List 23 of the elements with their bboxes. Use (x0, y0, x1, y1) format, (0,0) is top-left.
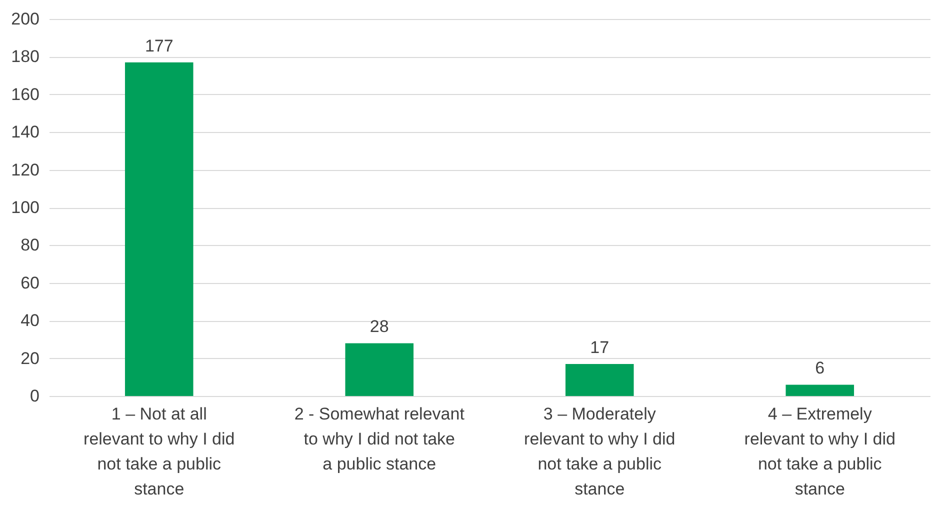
bar (345, 343, 414, 396)
x-tick-label: 1 – Not at all relevant to why I did not take a public stance (84, 404, 235, 498)
y-tick-label: 40 (20, 311, 40, 330)
y-tick-label: 140 (11, 122, 40, 142)
y-tick-label: 100 (11, 198, 40, 217)
y-tick-label: 180 (11, 47, 40, 66)
bar (124, 62, 194, 396)
data-label: 17 (590, 338, 610, 357)
y-tick-label: 200 (11, 10, 40, 28)
data-label: 177 (144, 36, 174, 56)
y-tick-label: 20 (20, 348, 40, 368)
bar (565, 364, 634, 396)
data-label: 28 (370, 317, 389, 336)
x-tick-label: 4 – Extremely relevant to why I did not take a public stance (744, 404, 896, 498)
data-label: 6 (815, 358, 825, 378)
y-tick-label: 80 (20, 236, 40, 255)
y-tick-label: 60 (20, 273, 40, 292)
bar (786, 384, 854, 396)
y-tick-label: 0 (30, 386, 40, 406)
y-tick-label: 160 (11, 84, 40, 104)
y-tick-label: 120 (11, 160, 40, 180)
x-tick-label: 3 – Moderately relevant to why I did not take a public stance (524, 404, 676, 498)
x-tick-label: 2 - Somewhat relevant to why I did not take a public stance (294, 404, 465, 474)
